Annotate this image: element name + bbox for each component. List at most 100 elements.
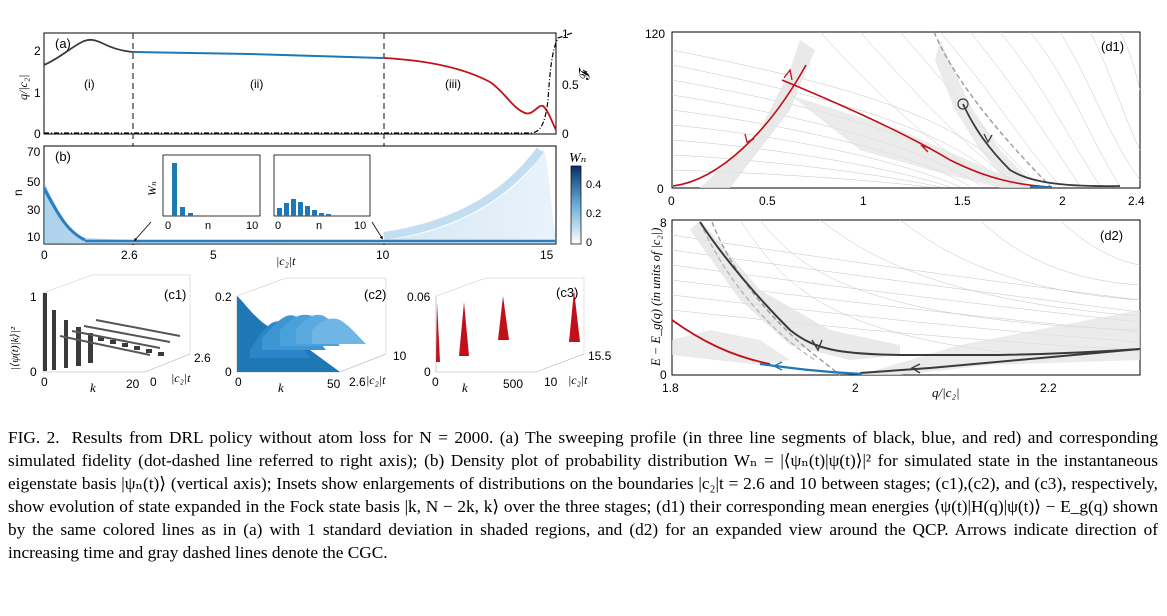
panel-c1-label: (c1) xyxy=(164,287,186,302)
panel-b-ytick: 50 xyxy=(27,175,41,189)
inset-1-ylabel: Wₙ xyxy=(145,181,159,196)
inset-2-xtick: 0 xyxy=(275,220,281,232)
panel-b-xtick: 15 xyxy=(540,248,554,262)
panel-d1-xtick: 1 xyxy=(860,194,867,208)
panel-c1-xtick: 0 xyxy=(41,375,48,389)
panel-c2-xlabel: k xyxy=(278,380,284,395)
panel-c3-ytick: 10 xyxy=(544,375,558,389)
figure-caption: FIG. 2. Results from DRL policy without a… xyxy=(8,426,1158,564)
panel-b-ylabel: n xyxy=(11,189,25,196)
d1-stage-3-curve xyxy=(672,64,1051,188)
panel-d1-xtick: 2 xyxy=(1059,194,1066,208)
panel-c1-ytick: 0 xyxy=(150,375,157,389)
panel-a-y2label: 𝓕 xyxy=(576,67,592,80)
panel-d1-ytick: 0 xyxy=(657,182,664,196)
panel-c2-xtick: 50 xyxy=(327,377,341,391)
panel-c2-xtick: 0 xyxy=(235,375,242,389)
panel-d2-ytick: 8 xyxy=(660,216,667,230)
inset-1: Wₙ 0 n 10 xyxy=(145,154,261,232)
panel-d2-ytick: 0 xyxy=(660,368,667,382)
panel-b-ytick: 30 xyxy=(27,203,41,217)
panel-a-y2tick: 0 xyxy=(562,127,569,141)
d2-stage-3-curve xyxy=(671,319,771,365)
panel-c2-ztick: 0.2 xyxy=(215,290,232,304)
d2-stage-2-curve xyxy=(759,362,863,376)
panel-d2: (d2) 8 0 1.8 2 2.2 q/|c₂| xyxy=(660,216,1141,400)
inset-1-xlabel: n xyxy=(205,220,211,232)
colorbar-tick: 0.2 xyxy=(586,208,601,220)
panel-d1-xtick: 0.5 xyxy=(759,194,776,208)
panel-a-y2tick: 0.5 xyxy=(562,78,579,92)
panel-a-y2tick: 1 xyxy=(562,27,569,41)
panel-d1-ytick: 120 xyxy=(645,27,665,41)
panel-d1-xtick: 1.5 xyxy=(954,194,971,208)
panel-a-ylabel: q/|c₂| xyxy=(16,75,30,100)
colorbar-tick: 0 xyxy=(586,237,592,249)
d1-stage-1-curve xyxy=(962,103,1121,188)
sweep-stage-1 xyxy=(43,38,134,66)
panel-a-label: (a) xyxy=(55,36,71,51)
sweep-stage-2 xyxy=(132,51,385,59)
panel-d-ylabel: E − E_g(q) (in units of |c₂|) xyxy=(649,228,663,367)
fidelity-curve xyxy=(44,32,573,134)
inset-2: 0 n 10 xyxy=(273,154,371,232)
panel-a-ytick: 0 xyxy=(34,127,41,141)
panel-c1-zlabel: |⟨ψ(t)|k⟩|² xyxy=(9,326,21,370)
panel-c1-ytick: 2.6 xyxy=(194,351,211,365)
panel-c1-xtick: 20 xyxy=(126,377,140,391)
panel-d1-label: (d1) xyxy=(1101,39,1124,54)
d2-stage-1-curve xyxy=(699,221,1141,356)
inset-2-xtick: 10 xyxy=(354,220,366,232)
panel-c3-ylabel: |c₂|t xyxy=(568,373,588,387)
panel-c1-ztick: 0 xyxy=(30,365,37,379)
panel-c3-xtick: 500 xyxy=(503,377,523,391)
panel-c1-ztick: 1 xyxy=(30,290,37,304)
panel-c2: (c2) 0.2 0 0 k 50 10 2.6 |c₂|t xyxy=(215,277,407,395)
panel-a-ytick: 2 xyxy=(34,44,41,58)
figure-2: (a) (i) (ii) (iii) 2 1 0 q/|c₂| 1 0.5 0 … xyxy=(9,27,1145,400)
panel-a-stage-1: (i) xyxy=(84,77,95,91)
panel-c3-ztick: 0.06 xyxy=(407,290,431,304)
panel-d2-label: (d2) xyxy=(1100,228,1123,243)
panel-c1-xlabel: k xyxy=(90,380,96,395)
panel-c1: (c1) 1 0 |⟨ψ(t)|k⟩|² 0 k 20 2.6 0 |c₂|t xyxy=(9,274,211,395)
inset-2-xlabel: n xyxy=(316,220,322,232)
caption-text: Results from DRL policy without atom los… xyxy=(8,428,1158,562)
panel-b-label: (b) xyxy=(55,149,71,164)
panel-b-ytick: 10 xyxy=(27,230,41,244)
panel-a-ytick: 1 xyxy=(34,86,41,100)
inset-1-xtick: 0 xyxy=(165,220,171,232)
panel-d2-xtick: 2.2 xyxy=(1040,381,1057,395)
panel-d1-xtick: 2.4 xyxy=(1128,194,1145,208)
panel-d1-xtick: 0 xyxy=(668,194,675,208)
panel-d1: (d1) 120 0 0 0.5 1 1.5 2 2.4 xyxy=(645,27,1145,208)
panel-b-xtick: 5 xyxy=(210,248,217,262)
panel-c2-ytick: 10 xyxy=(393,349,407,363)
panel-a: (a) (i) (ii) (iii) 2 1 0 q/|c₂| 1 0.5 0 … xyxy=(16,27,592,245)
panel-d2-xtick: 1.8 xyxy=(662,381,679,395)
d2-stage-1-tail xyxy=(859,348,1141,374)
colorbar-label: Wₙ xyxy=(569,151,587,166)
panel-c3-xlabel: k xyxy=(462,380,468,395)
panel-b-xtick: 0 xyxy=(41,248,48,262)
panel-a-stage-2: (ii) xyxy=(250,77,263,91)
panel-d2-xtick: 2 xyxy=(852,381,859,395)
panel-c2-label: (c2) xyxy=(364,287,386,302)
panel-b-ytick: 70 xyxy=(27,145,41,159)
panel-c3-label: (c3) xyxy=(556,285,578,300)
panel-c2-ytick: 2.6 xyxy=(349,375,366,389)
panel-c3-ztick: 0 xyxy=(424,365,431,379)
panel-b-xlabel: |c₂|t xyxy=(276,254,296,268)
colorbar xyxy=(570,165,582,245)
panel-b: (b) 70 50 30 10 n 0 2.6 5 10 15 |c₂|t Wₙ… xyxy=(11,145,601,268)
panel-b-xtick: 2.6 xyxy=(121,248,138,262)
panel-c3: (c3) 0.06 0 0 k 500 15.5 10 |c₂|t xyxy=(407,277,612,395)
panel-c3-xtick: 0 xyxy=(432,375,439,389)
caption-label: FIG. 2. xyxy=(8,428,60,447)
sweep-stage-3 xyxy=(383,57,557,131)
colorbar-tick: 0.4 xyxy=(586,179,601,191)
panel-c2-ylabel: |c₂|t xyxy=(366,373,386,387)
panel-c3-ytick: 15.5 xyxy=(588,349,612,363)
panel-d2-xlabel: q/|c₂| xyxy=(932,385,960,400)
panel-a-stage-3: (iii) xyxy=(445,77,461,91)
